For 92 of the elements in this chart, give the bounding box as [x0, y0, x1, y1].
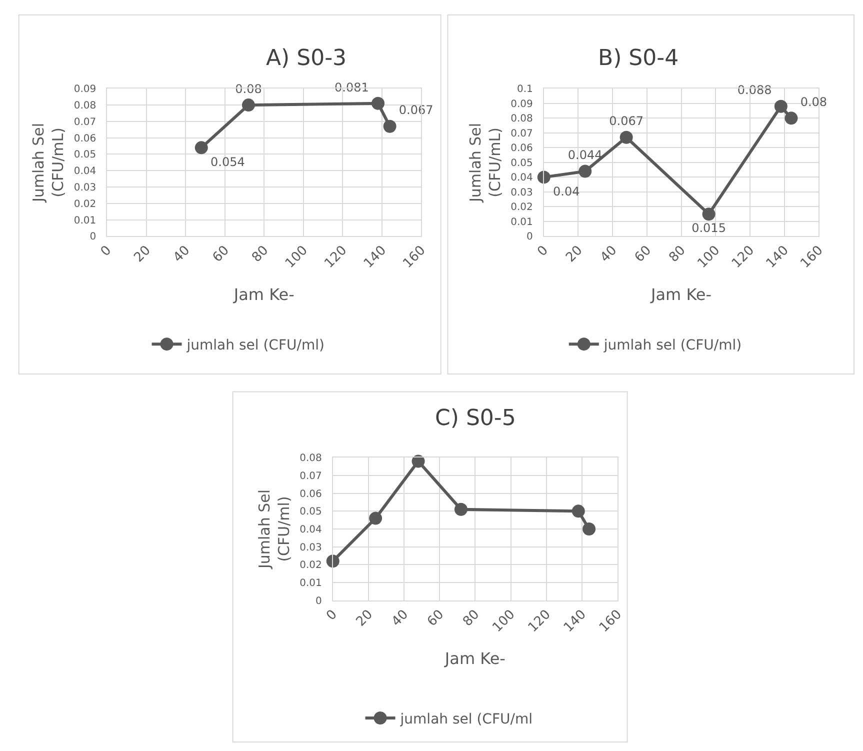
data-label: 0.08: [800, 95, 828, 110]
x-tick-label: 140: [764, 243, 792, 272]
data-label: 0.067: [609, 114, 644, 128]
chart-title: B) S0-4: [598, 46, 679, 71]
y-tick-label: 0.04: [510, 172, 533, 184]
x-tick-label: 60: [632, 243, 654, 266]
point: [578, 164, 592, 178]
legend-label: jumlah sel (CFU/ml: [399, 711, 533, 728]
point: [326, 554, 340, 568]
y-tick-label: 0.05: [510, 158, 533, 169]
y-tick-label: 0.07: [74, 116, 96, 128]
y-tick-label: 0.03: [300, 542, 322, 554]
point: [369, 512, 382, 525]
data-label: 0.054: [210, 154, 245, 169]
y-tick-label: 0.03: [510, 187, 533, 198]
point: [784, 112, 798, 125]
y-tick-label: 0.03: [74, 182, 96, 194]
x-tick-label: 100: [282, 243, 311, 272]
y-tick-label: 0.09: [510, 98, 533, 110]
y-tick-label: 0.01: [300, 578, 322, 589]
y-tick-label: 0.01: [74, 215, 96, 226]
point: [620, 130, 633, 144]
x-tick-label: 60: [424, 607, 448, 630]
x-tick-label: 60: [210, 243, 232, 266]
chart-title: A) S0-3: [266, 46, 347, 71]
x-tick-label: 160: [798, 243, 826, 272]
y-tick-label: 0.07: [300, 470, 322, 482]
x-tick-label: 40: [170, 243, 194, 266]
y-tick-label: 0.06: [74, 133, 96, 144]
y-tick-label: 0.1: [516, 84, 533, 96]
legend-label: jumlah sel (CFU/ml): [602, 338, 742, 354]
y-tick-label: 0.02: [74, 198, 96, 210]
x-tick-label: 0: [98, 243, 115, 260]
x-tick-label: 80: [666, 243, 689, 266]
y-tick-label: 0: [90, 232, 96, 243]
y-tick-label: 0.08: [74, 100, 96, 112]
x-tick-label: 40: [598, 243, 620, 266]
y-axis-title: Jumlah Sel (CFU/ml): [255, 489, 293, 570]
x-tick-label: 120: [729, 243, 758, 272]
point: [702, 208, 716, 221]
x-tick-label: 140: [361, 243, 390, 272]
point: [582, 522, 596, 536]
y-tick-label: 0.02: [510, 202, 533, 214]
y-axis-title: Jumlah Sel (CFU/mL): [466, 122, 504, 203]
y-tick-label: 0.05: [300, 506, 322, 518]
data-label: 0.044: [568, 148, 602, 162]
data-label: 0.015: [692, 221, 726, 236]
y-tick-label: 0.07: [510, 128, 533, 140]
y-tick-label: 0: [526, 232, 533, 243]
x-tick-label: 20: [354, 607, 376, 630]
x-tick-label: 100: [694, 243, 724, 272]
x-axis-title: Jam Ke-: [444, 649, 506, 668]
chart-title: C) S0-5: [435, 406, 516, 431]
x-tick-label: 120: [322, 243, 350, 272]
x-axis-title: Jam Ke-: [232, 285, 294, 304]
legend-label: jumlah sel (CFU/ml): [186, 338, 324, 354]
point: [372, 96, 385, 110]
x-tick-label: 120: [526, 607, 554, 636]
y-axis-title: Jumlah Sel (CFU/mL): [30, 122, 68, 203]
x-tick-label: 40: [389, 607, 412, 630]
point: [194, 141, 208, 154]
x-tick-label: 80: [249, 243, 272, 266]
data-label: 0.067: [398, 103, 434, 118]
y-tick-label: 0.02: [300, 560, 322, 572]
point: [774, 100, 788, 113]
y-tick-label: 0.06: [510, 143, 533, 154]
x-tick-label: 0: [534, 243, 552, 260]
point: [412, 454, 425, 468]
x-axis-title: Jam Ke-: [650, 285, 712, 304]
x-tick-label: 160: [596, 607, 625, 636]
x-tick-label: 140: [561, 607, 590, 636]
y-tick-label: 0: [316, 596, 322, 607]
x-tick-label: 20: [132, 243, 154, 266]
y-tick-label: 0.01: [510, 216, 533, 228]
y-tick-label: 0.08: [510, 114, 533, 125]
x-tick-label: 100: [490, 607, 518, 636]
point: [572, 504, 585, 518]
y-tick-label: 0.09: [74, 84, 96, 96]
x-tick-label: 20: [563, 243, 586, 266]
y-tick-label: 0.04: [300, 524, 322, 536]
point: [242, 98, 255, 112]
point: [454, 502, 468, 516]
data-label: 0.04: [553, 184, 580, 198]
y-tick-label: 0.04: [74, 166, 96, 178]
y-tick-label: 0.08: [300, 453, 322, 464]
x-tick-label: 80: [460, 607, 483, 630]
y-tick-label: 0.06: [300, 488, 322, 500]
x-tick-label: 0: [324, 607, 340, 624]
x-tick-label: 160: [400, 243, 429, 272]
y-tick-label: 0.05: [74, 150, 96, 161]
point: [537, 170, 550, 184]
point: [383, 120, 396, 133]
